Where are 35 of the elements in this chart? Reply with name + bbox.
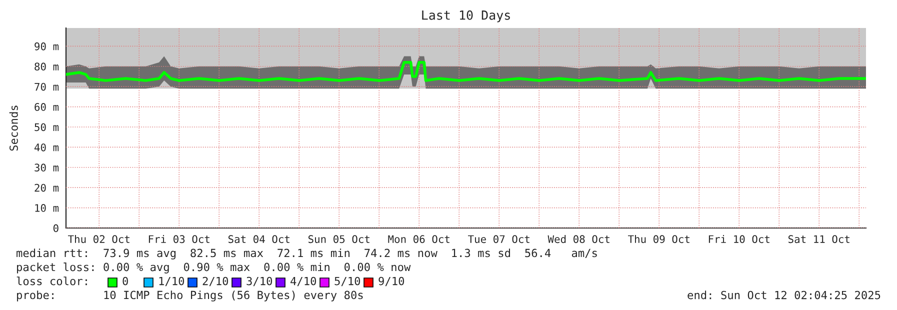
text: 5/10	[334, 276, 360, 286]
y-tick-label: 20 m	[34, 184, 59, 192]
chart-title: Last 10 Days	[422, 10, 510, 22]
y-tick-label: 40 m	[34, 143, 59, 152]
y-tick-label: 90 m	[34, 42, 59, 50]
line-series	[66, 60, 866, 82]
text: loss color:	[16, 276, 87, 286]
x-tick-label: Thu 09 Oct	[628, 235, 690, 244]
y-tick-label: 50 m	[34, 123, 59, 132]
text: 3/10	[246, 276, 272, 286]
x-tick-label: Thu 02 Oct	[68, 235, 130, 244]
x-tick-label: Sat 11 Oct	[788, 235, 850, 244]
text: 4/10	[290, 276, 316, 286]
text: 2/10	[202, 276, 228, 286]
x-tick-label: Fri 10 Oct	[708, 235, 770, 244]
text: 1/10	[159, 276, 184, 286]
y-tick-label: 0	[53, 224, 58, 232]
x-tick-label: Sun 05 Oct	[308, 235, 370, 244]
x-tick-label: Sat 04 Oct	[228, 235, 290, 244]
y-tick-label: 30 m	[34, 164, 59, 172]
text: end: Sun Oct 12 02:04:25 2025	[688, 290, 880, 300]
text: 9/10	[378, 276, 404, 286]
text: 0	[122, 276, 128, 286]
y-tick-label: 60 m	[34, 103, 59, 111]
y-tick-label: 10 m	[35, 204, 59, 212]
text: packet loss: 0.00 % avg 0.90 % max 0.00 % min 0.00 % now	[17, 262, 411, 274]
y-axis-title: Seconds	[9, 106, 18, 151]
x-tick-label: Fri 03 Oct	[148, 235, 210, 244]
y-tick-label: 80 m	[34, 62, 59, 71]
x-tick-label: Tue 07 Oct	[468, 235, 530, 244]
x-tick-label: Wed 08 Oct	[548, 235, 610, 244]
text: median rtt: 73.9 ms avg 82.5 ms max 72.1 ms min 74.2 ms now 1.3 ms sd 56.4 am/s	[16, 248, 597, 260]
x-tick-label: Mon 06 Oct	[388, 235, 450, 244]
text: probe: 10 ICMP Echo Pings (56 Bytes) every 80s	[17, 290, 363, 302]
y-tick-label: 70 m	[34, 82, 59, 91]
